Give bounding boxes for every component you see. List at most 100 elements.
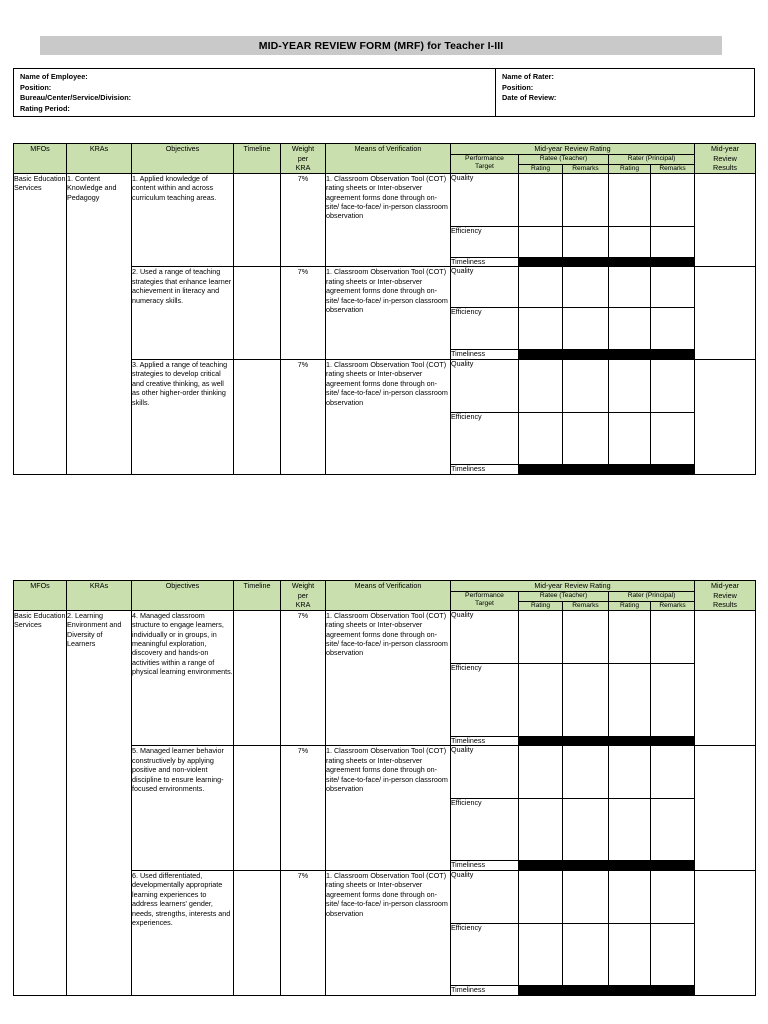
identification-left-column: Name of Employee: Position: Bureau/Cente… [14, 69, 496, 116]
cell-ratee-rating-6-quality[interactable] [518, 869, 563, 924]
cell-ratee-remarks-6-quality[interactable] [562, 869, 609, 924]
cell-ratee-rating-2-quality[interactable] [518, 266, 563, 309]
cell-rater-rating-1-quality[interactable] [608, 172, 651, 227]
col-header-weight-per-kra: Weight per KRA [280, 580, 326, 611]
col-header-ratee-rating: Rating [518, 163, 563, 174]
col-header-midyear-review-rating: Mid-year Review Rating [449, 143, 696, 155]
cell-rater-remarks-6-quality[interactable] [649, 869, 696, 924]
table-row: Efficiency [14, 307, 756, 351]
cell-ratee-remarks-4-efficiency[interactable] [562, 662, 609, 737]
cell-ratee-rating-4-efficiency[interactable] [518, 662, 563, 737]
table-row: Timeliness [14, 256, 756, 268]
cell-ratee-remarks-5-quality[interactable] [562, 745, 609, 800]
cell-rater-rating-5-efficiency[interactable] [608, 798, 651, 862]
field-rating-period[interactable]: Rating Period: [20, 103, 70, 113]
cell-rater-remarks-3-quality[interactable] [649, 358, 696, 413]
col-header-performance-target: Performance Target [450, 590, 519, 611]
cell-rater-rating-4-efficiency[interactable] [608, 662, 651, 737]
cell-rater-rating-3-efficiency[interactable] [608, 411, 651, 465]
cell-rater-remarks-4-quality[interactable] [649, 609, 696, 664]
cell-pt-quality-1: Quality [450, 172, 519, 227]
cell-ratee-remarks-1-quality[interactable] [562, 172, 609, 227]
cell-ratee-remarks-5-efficiency[interactable] [562, 798, 609, 862]
cell-rater-rating-3-quality[interactable] [608, 358, 651, 413]
cell-timeline-2[interactable] [233, 266, 281, 360]
cell-ratee-rating-5-quality[interactable] [518, 745, 563, 800]
table-header-row-bottom: Rating Remarks Rating Remarks [14, 600, 756, 611]
cell-results-6[interactable] [694, 869, 757, 996]
cell-ratee-remarks-2-quality[interactable] [562, 266, 609, 309]
cell-rater-remarks-4-efficiency[interactable] [649, 662, 696, 737]
cell-rater-rating-2-efficiency[interactable] [608, 307, 651, 351]
table-row: Timeliness [14, 463, 756, 475]
cell-ratee-rating-4-quality[interactable] [518, 609, 563, 664]
cell-rater-rating-4-quality[interactable] [608, 609, 651, 664]
cell-timeline-5[interactable] [233, 745, 281, 871]
col-header-ratee-teacher: Ratee (Teacher) [518, 153, 609, 166]
cell-rater-rating-5-quality[interactable] [608, 745, 651, 800]
field-position-rater[interactable]: Position: [502, 82, 534, 92]
page-title: MID-YEAR REVIEW FORM (MRF) for Teacher I… [258, 39, 504, 52]
cell-results-5[interactable] [694, 745, 757, 871]
cell-rater-rating-2-timeliness-blocked [608, 349, 651, 360]
cell-ratee-remarks-3-quality[interactable] [562, 358, 609, 413]
cell-ratee-rating-3-quality[interactable] [518, 358, 563, 413]
cell-rater-remarks-2-quality[interactable] [649, 266, 696, 309]
table-row: Efficiency [14, 411, 756, 465]
cell-timeline-6[interactable] [233, 869, 281, 996]
cell-rater-remarks-1-quality[interactable] [649, 172, 696, 227]
cell-ratee-remarks-1-efficiency[interactable] [562, 225, 609, 258]
cell-rater-remarks-3-efficiency[interactable] [649, 411, 696, 465]
cell-objective-2: 2. Used a range of teaching strategies t… [131, 266, 234, 360]
col-header-rater-remarks: Remarks [649, 163, 696, 174]
cell-ratee-remarks-3-efficiency[interactable] [562, 411, 609, 465]
cell-results-1[interactable] [694, 172, 757, 268]
cell-rater-rating-2-quality[interactable] [608, 266, 651, 309]
cell-rater-rating-6-efficiency[interactable] [608, 922, 651, 986]
col-header-timeline: Timeline [233, 143, 281, 174]
cell-ratee-rating-5-efficiency[interactable] [518, 798, 563, 862]
cell-ratee-rating-2-efficiency[interactable] [518, 307, 563, 351]
cell-ratee-rating-3-efficiency[interactable] [518, 411, 563, 465]
cell-pt-efficiency-5: Efficiency [450, 798, 519, 862]
cell-ratee-remarks-6-efficiency[interactable] [562, 922, 609, 986]
cell-weight-2: 7% [280, 266, 326, 360]
cell-mov-4: 1. Classroom Observation Tool (COT) rati… [325, 609, 451, 747]
cell-rater-remarks-5-quality[interactable] [649, 745, 696, 800]
cell-timeline-1[interactable] [233, 172, 281, 268]
table-header-row-mid: Performance Target Ratee (Teacher) Rater… [14, 590, 756, 611]
cell-mov-2: 1. Classroom Observation Tool (COT) rati… [325, 266, 451, 360]
field-position-employee[interactable]: Position: [20, 82, 52, 92]
cell-rater-remarks-6-efficiency[interactable] [649, 922, 696, 986]
cell-weight-3: 7% [280, 358, 326, 475]
cell-results-2[interactable] [694, 266, 757, 360]
field-date-of-review[interactable]: Date of Review: [502, 93, 557, 103]
cell-objective-3: 3. Applied a range of teaching strategie… [131, 358, 234, 475]
cell-ratee-rating-1-quality[interactable] [518, 172, 563, 227]
cell-ratee-remarks-4-quality[interactable] [562, 609, 609, 664]
field-bureau-center-service-division[interactable]: Bureau/Center/Service/Division: [20, 93, 132, 103]
cell-timeline-3[interactable] [233, 358, 281, 475]
cell-results-4[interactable] [694, 609, 757, 747]
cell-results-3[interactable] [694, 358, 757, 475]
table-row: Timeliness [14, 984, 756, 996]
cell-objective-4: 4. Managed classroom structure to engage… [131, 609, 234, 747]
cell-rater-rating-1-efficiency[interactable] [608, 225, 651, 258]
cell-ratee-rating-5-timeliness-blocked [518, 860, 563, 871]
cell-ratee-rating-2-timeliness-blocked [518, 349, 563, 360]
cell-pt-efficiency-6: Efficiency [450, 922, 519, 986]
field-name-of-rater[interactable]: Name of Rater: [502, 72, 554, 81]
cell-ratee-rating-1-efficiency[interactable] [518, 225, 563, 258]
col-header-weight-per-kra: Weight per KRA [280, 143, 326, 174]
table-row: Basic Education Services 1. Content Know… [13, 172, 757, 475]
cell-ratee-remarks-2-efficiency[interactable] [562, 307, 609, 351]
cell-rater-rating-6-quality[interactable] [608, 869, 651, 924]
cell-rater-remarks-2-efficiency[interactable] [649, 307, 696, 351]
cell-ratee-rating-6-efficiency[interactable] [518, 922, 563, 986]
cell-timeline-4[interactable] [233, 609, 281, 747]
cell-rater-remarks-1-efficiency[interactable] [649, 225, 696, 258]
field-name-of-employee[interactable]: Name of Employee: [20, 72, 88, 81]
col-header-ratee-teacher: Ratee (Teacher) [518, 590, 609, 603]
cell-rater-remarks-5-efficiency[interactable] [649, 798, 696, 862]
cell-ratee-remarks-2-timeliness-blocked [562, 349, 609, 360]
